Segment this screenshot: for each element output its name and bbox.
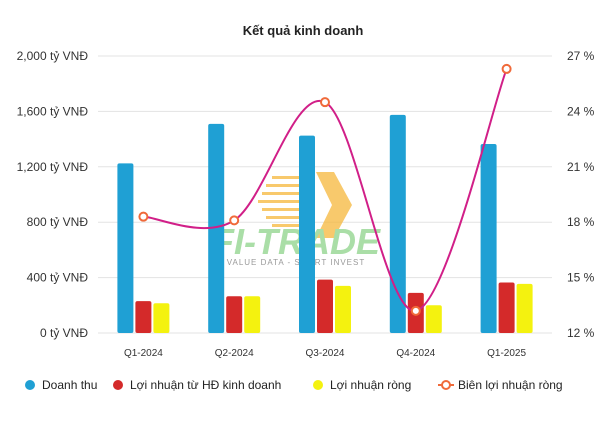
bars: [117, 114, 533, 334]
bar-lợi-nhuận-ròng: [244, 296, 261, 333]
margin-line-path: [143, 68, 508, 312]
bar-doanh-thu: [389, 114, 406, 333]
legend: Doanh thu Lợi nhuận từ HĐ kinh doanh Lợi n…: [25, 378, 563, 392]
chart-title: Kết quả kinh doanh: [243, 23, 364, 38]
legend-label: Lợi nhuận ròng: [330, 378, 411, 392]
margin-point: [229, 215, 240, 226]
watermark-tagline: VALUE DATA - SMART INVEST: [227, 258, 366, 267]
right-tick-label: 21 %: [567, 160, 595, 174]
bar-doanh-thu: [117, 163, 134, 333]
bar-lợi-nhuận-ròng: [153, 303, 170, 333]
x-tick-label: Q4-2024: [396, 348, 435, 359]
legend-marker-icon: [441, 380, 451, 390]
x-axis-ticks: Q1-2024 Q2-2024 Q3-2024 Q4-2024 Q1-2025: [124, 348, 527, 359]
legend-marker-icon: [25, 380, 35, 390]
watermark-arrow-icon: [316, 172, 352, 238]
legend-marker-icon: [113, 380, 123, 390]
legend-marker-icon: [313, 380, 323, 390]
left-tick-label: 1,600 tỷ VNĐ: [17, 104, 89, 118]
right-axis-ticks: 12 % 15 % 18 % 21 % 24 % 27 %: [567, 49, 595, 340]
bar-lợi-nhuận-ròng: [516, 283, 533, 333]
bar-lợi-nhuận-ròng: [335, 285, 351, 333]
bar-lợi-nhuận-ròng: [425, 305, 442, 333]
x-tick-label: Q2-2024: [215, 348, 254, 359]
bar-doanh-thu: [208, 123, 225, 334]
left-tick-label: 2,000 tỷ VNĐ: [17, 49, 89, 63]
legend-label: Lợi nhuận từ HĐ kinh doanh: [130, 378, 281, 392]
margin-point: [410, 305, 421, 316]
left-tick-label: 400 tỷ VNĐ: [27, 271, 89, 285]
bar-lợi-nhuận-từ-hđ-kinh-doanh: [498, 282, 515, 333]
watermark-stripes: [258, 176, 312, 227]
x-tick-label: Q1-2024: [124, 348, 163, 359]
fi-trade-watermark: FI-TRADE VALUE DATA - SMART INVEST: [212, 172, 381, 267]
x-tick-label: Q1-2025: [487, 348, 526, 359]
bar-lợi-nhuận-từ-hđ-kinh-doanh: [317, 279, 333, 333]
left-axis-ticks: 0 tỷ VNĐ 400 tỷ VNĐ 800 tỷ VNĐ 1,200 tỷ VNĐ…: [17, 49, 89, 340]
x-tick-label: Q3-2024: [306, 348, 345, 359]
bar-doanh-thu: [299, 135, 315, 333]
left-tick-label: 800 tỷ VNĐ: [27, 215, 89, 229]
left-tick-label: 0 tỷ VNĐ: [40, 326, 88, 340]
margin-point: [320, 97, 330, 108]
right-tick-label: 24 %: [567, 104, 595, 118]
bar-doanh-thu: [480, 143, 497, 333]
legend-label: Doanh thu: [42, 378, 97, 392]
right-tick-label: 12 %: [567, 326, 595, 340]
right-tick-label: 15 %: [567, 271, 595, 285]
margin-line: [138, 63, 512, 316]
watermark-brand: FI-TRADE: [212, 221, 381, 262]
right-tick-label: 27 %: [567, 49, 595, 63]
margin-point: [501, 63, 512, 74]
right-tick-label: 18 %: [567, 215, 595, 229]
left-tick-label: 1,200 tỷ VNĐ: [17, 160, 89, 174]
bar-lợi-nhuận-từ-hđ-kinh-doanh: [135, 301, 152, 333]
margin-point: [138, 211, 149, 222]
bar-lợi-nhuận-từ-hđ-kinh-doanh: [226, 296, 243, 333]
legend-label: Biên lợi nhuận ròng: [458, 378, 563, 392]
